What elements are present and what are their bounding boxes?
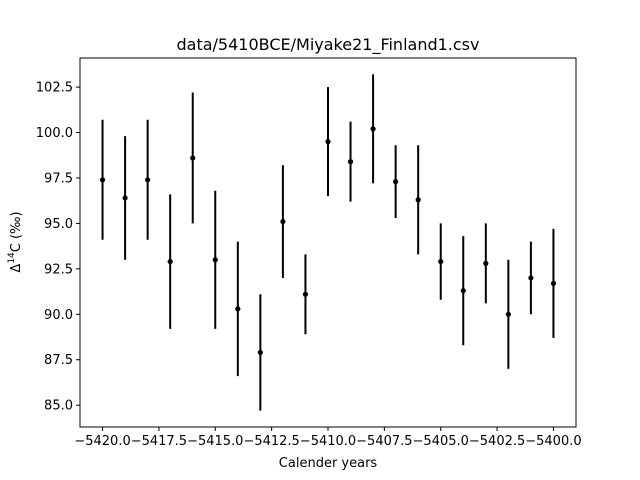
data-point bbox=[347, 121, 354, 202]
point-marker bbox=[167, 258, 173, 265]
point-marker bbox=[483, 260, 489, 267]
data-point bbox=[212, 190, 218, 329]
x-axis-ticks: −5420.0 −5417.5 −5415.0 −5412.5 −5410.0 −5407… bbox=[74, 427, 582, 449]
data-point bbox=[302, 254, 309, 335]
data-point bbox=[393, 145, 399, 218]
point-marker bbox=[212, 257, 218, 263]
data-point bbox=[415, 145, 421, 255]
point-marker bbox=[190, 155, 196, 161]
x-tick-label: −5420.0 bbox=[74, 434, 130, 449]
x-tick-label: −5407.5 bbox=[356, 434, 412, 449]
y-tick-label: 95.0 bbox=[44, 217, 73, 232]
data-point bbox=[190, 92, 196, 224]
y-axis-label-superscript: 14 bbox=[7, 252, 17, 264]
y-axis-ticks: 85.0 87.5 90.0 92.5 95.0 97.5 100.0 102.5 bbox=[36, 81, 80, 414]
point-marker bbox=[393, 179, 399, 185]
y-tick-label: 85.0 bbox=[44, 399, 73, 414]
y-axis-label-prefix: Δ bbox=[9, 264, 24, 273]
point-marker bbox=[370, 126, 376, 132]
y-axis-label: Δ14C (‰) bbox=[7, 211, 24, 272]
point-marker bbox=[347, 159, 354, 165]
data-point bbox=[483, 223, 489, 304]
x-axis-label: Calender years bbox=[279, 456, 378, 471]
point-marker bbox=[460, 288, 466, 294]
data-point bbox=[257, 294, 263, 411]
y-tick-label: 87.5 bbox=[44, 353, 73, 368]
x-tick-label: −5405.0 bbox=[413, 434, 469, 449]
data-point bbox=[145, 119, 151, 240]
point-marker bbox=[302, 291, 309, 297]
data-point bbox=[460, 236, 466, 346]
data-points bbox=[99, 74, 557, 411]
point-marker bbox=[280, 218, 286, 225]
x-tick-label: −5415.0 bbox=[187, 434, 243, 449]
data-point bbox=[99, 119, 106, 240]
data-point bbox=[550, 228, 557, 338]
plot-frame bbox=[79, 57, 577, 428]
x-tick-label: −5417.5 bbox=[131, 434, 187, 449]
data-point bbox=[235, 241, 241, 377]
x-tick-label: −5400.0 bbox=[525, 434, 581, 449]
y-tick-label: 102.5 bbox=[36, 81, 73, 96]
point-marker bbox=[145, 177, 151, 183]
y-axis-label-suffix: C (‰) bbox=[9, 211, 24, 252]
point-marker bbox=[438, 258, 444, 265]
y-tick-label: 100.0 bbox=[36, 126, 73, 141]
data-point bbox=[122, 136, 128, 260]
chart-title: data/5410BCE/Miyake21_Finland1.csv bbox=[177, 35, 480, 55]
data-point bbox=[280, 165, 286, 278]
y-tick-label: 92.5 bbox=[44, 262, 73, 277]
point-marker bbox=[505, 311, 511, 317]
data-point bbox=[370, 74, 376, 184]
point-marker bbox=[550, 280, 557, 286]
data-point bbox=[325, 87, 331, 197]
point-marker bbox=[122, 195, 128, 201]
data-point bbox=[505, 259, 511, 369]
point-marker bbox=[415, 197, 421, 203]
point-marker bbox=[99, 177, 106, 183]
y-tick-label: 90.0 bbox=[44, 308, 73, 323]
point-marker bbox=[235, 306, 241, 312]
point-marker bbox=[257, 349, 263, 356]
y-tick-label: 97.5 bbox=[44, 171, 73, 186]
x-tick-label: −5402.5 bbox=[469, 434, 525, 449]
point-marker bbox=[325, 139, 331, 145]
data-point bbox=[528, 241, 534, 315]
x-tick-label: −5412.5 bbox=[243, 434, 299, 449]
data-point bbox=[438, 223, 444, 300]
data-point bbox=[167, 194, 173, 329]
x-tick-label: −5410.0 bbox=[300, 434, 356, 449]
point-marker bbox=[528, 275, 534, 281]
